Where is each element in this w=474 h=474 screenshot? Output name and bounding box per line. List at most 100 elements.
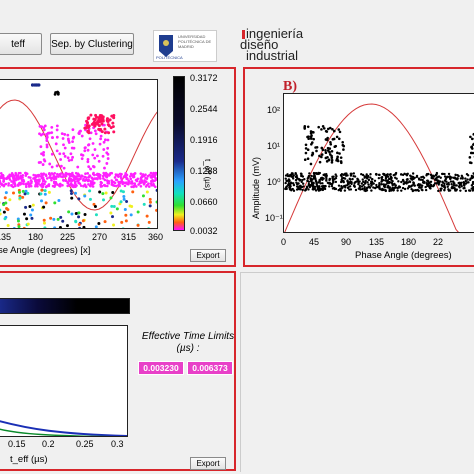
scatter-point: [337, 128, 341, 131]
scatter-point: [128, 175, 132, 178]
scatter-point: [401, 186, 405, 190]
scatter-point: [341, 180, 344, 183]
scatter-point: [339, 189, 343, 192]
scatter-point: [346, 180, 349, 183]
panel-a-axes[interactable]: [0, 79, 158, 229]
scatter-point: [94, 213, 98, 217]
scatter-point: [324, 185, 327, 188]
scatter-point: [63, 154, 67, 158]
panel-b-xtick: 135: [369, 237, 385, 247]
scatter-point: [103, 131, 107, 135]
scatter-point: [83, 149, 87, 153]
scatter-point: [318, 154, 321, 158]
panel-a-xlabel: se Angle (degrees) [x]: [0, 245, 91, 256]
limit-low-field[interactable]: 0.003230: [138, 361, 184, 375]
scatter-point: [468, 156, 472, 159]
scatter-point: [108, 118, 112, 122]
scatter-point: [30, 180, 33, 183]
scatter-point: [377, 176, 381, 180]
panel-b-xtick: 180: [401, 237, 417, 247]
scatter-point: [315, 149, 318, 153]
scatter-point: [378, 182, 381, 185]
scatter-point: [470, 137, 474, 141]
scatter-point: [321, 148, 325, 152]
upm-logo-bottom: POLITÉCNICA: [156, 55, 183, 60]
scatter-point: [322, 127, 326, 130]
scatter-point: [60, 132, 64, 136]
panel-c-axes[interactable]: [0, 325, 128, 437]
scatter-point: [44, 180, 47, 183]
panel-b-axes[interactable]: [283, 93, 474, 233]
scatter-point: [133, 172, 137, 175]
clustering-button[interactable]: Sep. by Clustering: [50, 33, 134, 55]
scatter-point: [301, 182, 305, 185]
scatter-point: [376, 185, 380, 189]
scatter-point: [130, 180, 134, 183]
panel-b-ytick: 10⁻¹: [265, 213, 283, 223]
scatter-point: [295, 176, 299, 179]
scatter-point: [375, 173, 378, 176]
scatter-point: [91, 185, 95, 188]
scatter-point: [86, 172, 90, 175]
scatter-point: [383, 173, 386, 177]
scatter-point: [374, 186, 377, 190]
scatter-point: [324, 151, 328, 155]
scatter-point: [295, 185, 299, 188]
scatter-point: [294, 178, 298, 182]
scatter-point: [470, 176, 473, 180]
scatter-point: [47, 190, 51, 194]
scatter-point: [69, 152, 73, 156]
panel-a-export-button[interactable]: Export: [190, 249, 226, 262]
scatter-point: [301, 178, 304, 182]
scatter-point: [462, 183, 466, 186]
scatter-point: [328, 147, 332, 150]
scatter-point: [464, 177, 467, 180]
limit-high-field[interactable]: 0.006373: [187, 361, 233, 375]
scatter-point: [29, 176, 32, 179]
scatter-point: [38, 179, 41, 183]
scatter-point: [346, 174, 349, 177]
scatter-point: [304, 151, 308, 155]
colorbar-label: t_eff (µs): [203, 159, 212, 191]
scatter-point: [53, 226, 57, 228]
scatter-point: [434, 178, 437, 181]
scatter-point: [115, 184, 118, 188]
scatter-point: [114, 173, 118, 176]
scatter-point: [110, 183, 114, 186]
scatter-point: [297, 182, 300, 185]
scatter-point: [326, 127, 330, 131]
scatter-point: [87, 183, 90, 186]
teff-button[interactable]: teff: [0, 33, 42, 55]
scatter-point: [361, 173, 365, 177]
panel-b-ytick: 10¹: [267, 141, 281, 151]
scatter-point: [288, 174, 291, 178]
scatter-point: [455, 184, 458, 187]
scatter-point: [405, 180, 408, 184]
scatter-point: [56, 183, 59, 186]
scatter-point: [97, 159, 101, 163]
scatter-point: [324, 156, 328, 160]
scatter-point: [421, 188, 424, 192]
scatter-point: [284, 187, 287, 191]
scatter-point: [322, 184, 325, 188]
scatter-point: [8, 198, 12, 202]
scatter-point: [419, 178, 423, 181]
panel-c-colorbar: [0, 298, 130, 314]
panel-c-xtick: 0.25: [76, 439, 94, 449]
panel-c: 0.15 0.2 0.25 0.3 t_eff (µs) Effective T…: [0, 271, 236, 471]
scatter-point: [360, 173, 363, 176]
scatter-point: [331, 138, 335, 141]
scatter-point: [0, 172, 3, 175]
panel-b-ytick: 10²: [267, 105, 281, 115]
scatter-point: [391, 179, 394, 183]
scatter-point: [360, 182, 363, 185]
scatter-point: [61, 219, 65, 223]
scatter-point: [16, 219, 20, 223]
scatter-point: [53, 92, 57, 96]
scatter-point: [81, 219, 85, 223]
scatter-point: [155, 200, 157, 204]
scatter-point: [48, 176, 51, 179]
scatter-point: [91, 121, 95, 125]
panel-c-export-button[interactable]: Export: [190, 457, 226, 470]
scatter-point: [104, 191, 108, 195]
